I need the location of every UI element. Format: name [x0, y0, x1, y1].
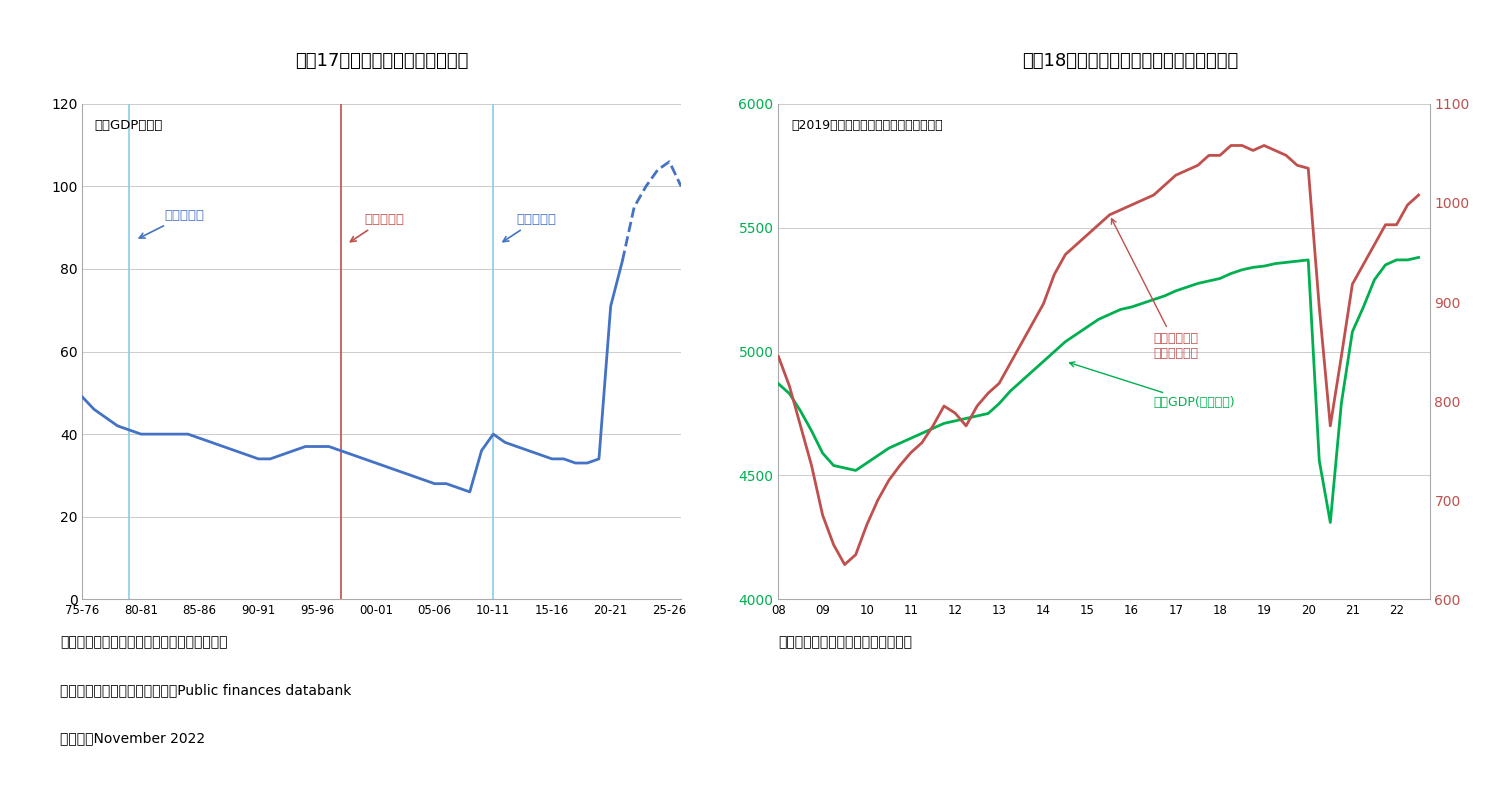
- Text: （2019年価格、季節調整値、億ポンド）: （2019年価格、季節調整値、億ポンド）: [792, 119, 943, 132]
- Text: 実質GDP(左目盛り): 実質GDP(左目盛り): [1069, 362, 1235, 409]
- Text: 図表17　政府純債務残高ＧＤＰ比: 図表17 政府純債務残高ＧＤＰ比: [295, 52, 469, 70]
- Text: （対GDP比％）: （対GDP比％）: [94, 119, 163, 132]
- Text: 図表18　英国の実質ＧＤＰ、固定資産投資: 図表18 英国の実質ＧＤＰ、固定資産投資: [1022, 52, 1238, 70]
- Text: 固定資本投資
（右目盛り）: 固定資本投資 （右目盛り）: [1111, 219, 1199, 360]
- Text: （注）破線はＯＢＲによる２２年１１月予測: （注）破線はＯＢＲによる２２年１１月予測: [60, 635, 228, 650]
- Text: 保守党政権: 保守党政権: [503, 213, 557, 241]
- Text: （資料）予算責任庁（ＯＢＲ）Public finances databank: （資料）予算責任庁（ＯＢＲ）Public finances databank: [60, 683, 352, 698]
- Text: 保守党政権: 保守党政権: [139, 209, 205, 238]
- Text: 労働党政権: 労働党政権: [350, 213, 404, 241]
- Text: （資料）英国国家統計局（ＯＮＳ）: （資料）英国国家統計局（ＯＮＳ）: [778, 635, 913, 650]
- Text: November 2022: November 2022: [60, 731, 205, 745]
